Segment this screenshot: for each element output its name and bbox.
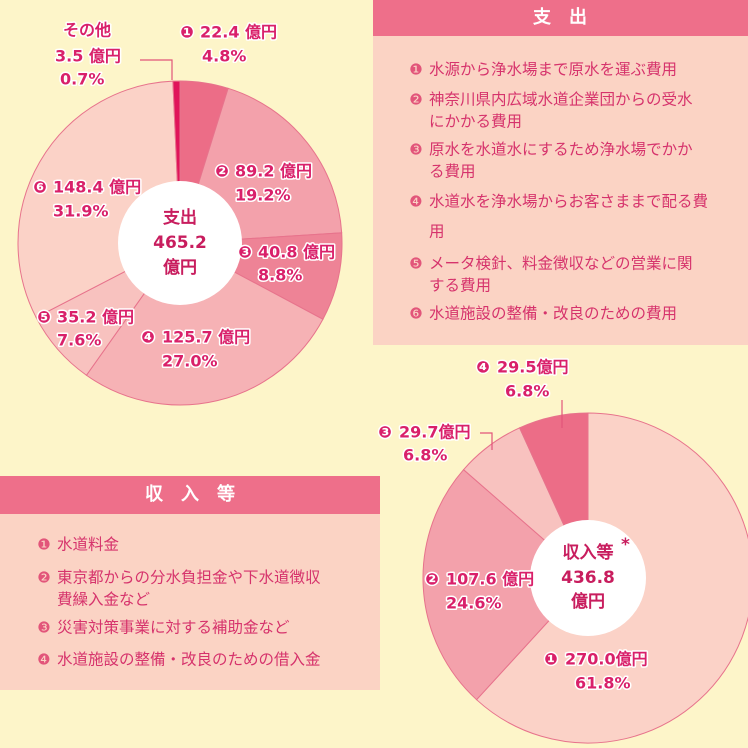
center-note: * bbox=[621, 535, 630, 555]
slice-percent: 19.2% bbox=[235, 186, 291, 205]
panel-title: 支 出 bbox=[532, 6, 587, 28]
slice-marker: ❸ bbox=[238, 243, 252, 262]
slice-amount: 125.7 億円 bbox=[162, 328, 250, 347]
legend-marker: ❶ bbox=[37, 536, 50, 554]
slice-amount: 29.7億円 bbox=[399, 423, 470, 442]
slice-amount: 22.4 億円 bbox=[200, 23, 277, 42]
legend-marker: ❺ bbox=[409, 255, 422, 273]
center-total: 436.8 bbox=[561, 568, 615, 588]
legend-text: 水道水を浄水場からお客さままで配る費 bbox=[429, 193, 708, 211]
legend-text: 原水を水道水にするため浄水場でかか bbox=[429, 141, 693, 159]
slice-amount: 40.8 億円 bbox=[258, 243, 335, 262]
slice-amount: 148.4 億円 bbox=[53, 178, 141, 197]
slice-marker: ❺ bbox=[37, 308, 51, 327]
slice-percent: 4.8% bbox=[202, 47, 246, 66]
slice-amount: 107.6 億円 bbox=[446, 570, 534, 589]
legend-text: にかかる費用 bbox=[429, 113, 522, 131]
slice-percent: 8.8% bbox=[258, 266, 302, 285]
leader-line bbox=[480, 432, 493, 450]
slice-marker: ❹ bbox=[141, 328, 155, 347]
slice-amount: 35.2 億円 bbox=[57, 308, 134, 327]
center-hole bbox=[530, 520, 646, 636]
legend-marker: ❶ bbox=[409, 61, 422, 79]
center-title: 収入等 bbox=[563, 542, 614, 563]
pie-slice bbox=[422, 468, 589, 701]
legend-marker: ❸ bbox=[409, 141, 422, 159]
legend-marker: ❹ bbox=[409, 193, 422, 211]
slice-amount: 29.5億円 bbox=[497, 358, 568, 377]
pie-slice bbox=[85, 242, 324, 406]
slice-marker: ❶ bbox=[544, 650, 558, 669]
slice-marker: ❸ bbox=[378, 423, 392, 442]
legend-text: 費繰入金など bbox=[57, 591, 151, 609]
slice-marker: ❹ bbox=[476, 358, 490, 377]
slice-percent: 6.8% bbox=[505, 382, 549, 401]
legend-text: 災害対策事業に対する補助金など bbox=[57, 619, 290, 637]
slice-marker: ❷ bbox=[215, 162, 229, 181]
legend-text: 水道料金 bbox=[57, 536, 120, 554]
slice-marker: ❶ bbox=[180, 23, 194, 42]
legend-text: る費用 bbox=[429, 163, 476, 181]
legend-text: 神奈川県内広域水道企業団からの受水 bbox=[429, 91, 693, 109]
slice-percent: 31.9% bbox=[53, 202, 109, 221]
legend-text: 水源から浄水場まで原水を運ぶ費用 bbox=[429, 61, 677, 79]
panel-title: 収 入 等 bbox=[145, 483, 235, 505]
slice-marker: ❻ bbox=[33, 178, 47, 197]
slice-percent: 7.6% bbox=[57, 331, 101, 350]
center-unit: 億円 bbox=[163, 257, 197, 278]
slice-percent: 61.8% bbox=[575, 674, 631, 693]
income-panel-header bbox=[0, 476, 380, 514]
center-hole bbox=[118, 181, 242, 305]
slice-percent: 27.0% bbox=[162, 352, 218, 371]
center-title: 支出 bbox=[163, 207, 197, 228]
slice-percent: 0.7% bbox=[60, 70, 104, 89]
legend-text: 水道施設の整備・改良のための費用 bbox=[429, 305, 677, 323]
slice-amount: 89.2 億円 bbox=[235, 162, 312, 181]
legend-text: 水道施設の整備・改良のための借入金 bbox=[57, 651, 321, 669]
slice-percent: 24.6% bbox=[446, 594, 502, 613]
legend-marker: ❷ bbox=[409, 91, 422, 109]
legend-text: 東京都からの分水負担金や下水道徴収 bbox=[57, 569, 321, 587]
slice-amount: 3.5 億円 bbox=[55, 47, 121, 66]
leader-line bbox=[140, 59, 173, 80]
legend-marker: ❻ bbox=[409, 305, 422, 323]
legend-text: する費用 bbox=[429, 277, 491, 295]
legend-marker: ❹ bbox=[37, 651, 50, 669]
slice-percent: 6.8% bbox=[403, 446, 447, 465]
legend-marker: ❸ bbox=[37, 619, 50, 637]
legend-marker: ❷ bbox=[37, 569, 50, 587]
slice-category: その他 bbox=[63, 21, 111, 40]
expense-panel bbox=[373, 0, 748, 345]
center-unit: 億円 bbox=[571, 591, 605, 612]
slice-amount: 270.0億円 bbox=[565, 650, 648, 669]
center-total: 465.2 bbox=[153, 233, 207, 253]
expense-panel-header bbox=[373, 0, 748, 36]
legend-text: 用 bbox=[429, 223, 445, 241]
slice-marker: ❷ bbox=[425, 570, 439, 589]
legend-text: メータ検針、料金徴収などの営業に関 bbox=[429, 255, 693, 273]
